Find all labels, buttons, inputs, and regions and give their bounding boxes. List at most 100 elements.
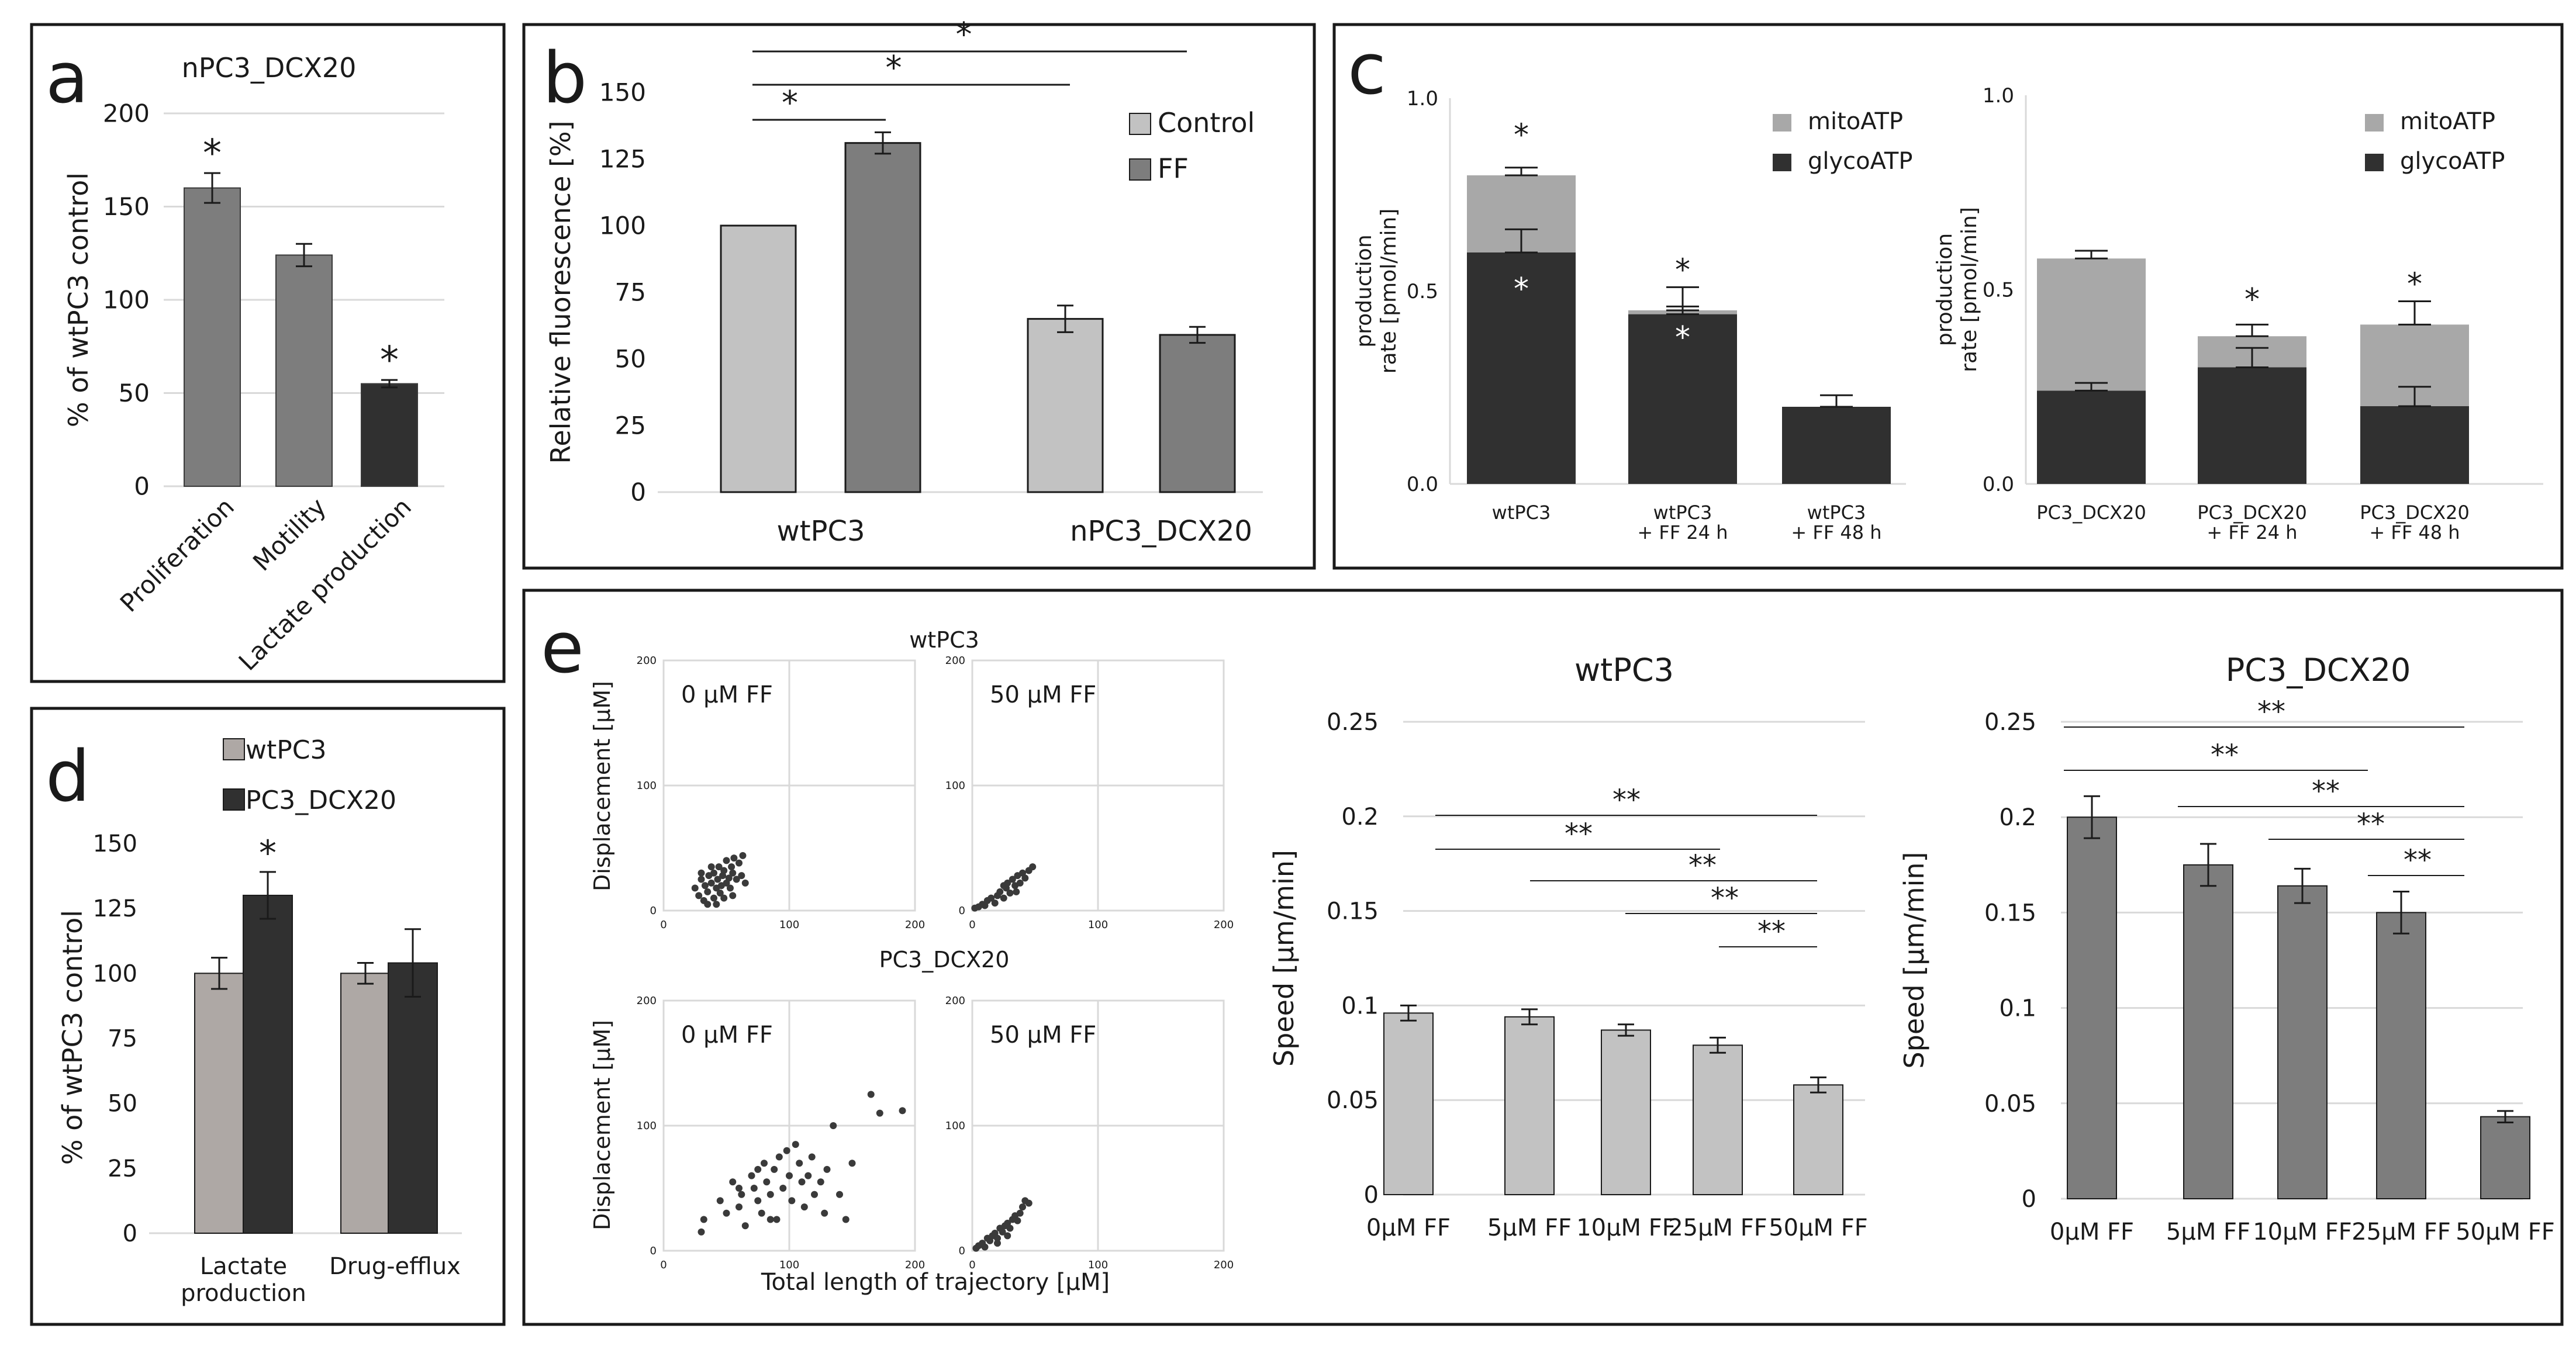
scatter-point bbox=[710, 894, 717, 902]
significance-star: ** bbox=[2211, 739, 2239, 771]
chart-b-y-label: Relative fluorescence [%] bbox=[545, 120, 576, 463]
scatter-point bbox=[728, 863, 735, 871]
legend-swatch-glycoatp bbox=[1773, 154, 1791, 171]
legend-label-wtpc3: wtPC3 bbox=[246, 735, 327, 765]
y-tick-label: 125 bbox=[93, 895, 137, 922]
y-tick-label: 0.05 bbox=[1327, 1087, 1379, 1114]
significance-star: * bbox=[2244, 282, 2260, 317]
chart-title: wtPC3 bbox=[1574, 652, 1674, 688]
chart-title: PC3_DCX20 bbox=[2226, 652, 2411, 688]
bar-0µm-ff bbox=[2067, 816, 2117, 1199]
significance-star-glycoatp: * bbox=[1514, 272, 1529, 307]
bar-10µm-ff bbox=[2277, 885, 2328, 1199]
y-tick-label: 0.05 bbox=[1984, 1091, 2036, 1117]
legend-swatch-control bbox=[1129, 113, 1151, 135]
scatter-condition-label: 50 µM FF bbox=[990, 1022, 1096, 1049]
scatter-point bbox=[771, 1165, 778, 1173]
bar-5µm-ff bbox=[1504, 1016, 1555, 1196]
scatter-point bbox=[716, 890, 724, 897]
x-tick-label: 50µM FF bbox=[1769, 1214, 1868, 1241]
scatter-point bbox=[733, 876, 740, 883]
bar-0µm-ff bbox=[1383, 1012, 1434, 1195]
significance-star: ** bbox=[2357, 808, 2385, 840]
scatter-point bbox=[786, 1172, 793, 1179]
x-tick-label: 100 bbox=[779, 919, 799, 931]
x-tick-label: PC3_DCX20 + FF 24 h bbox=[2197, 501, 2307, 544]
chart-c-left: 0.0 0.5 1.0 production rate [pmol/min] * wtPC3… bbox=[1352, 87, 1912, 544]
scatter-y-label: Displacement [µM] bbox=[589, 1020, 615, 1230]
bar-wtpc3 bbox=[340, 973, 391, 1234]
scatter-point bbox=[1025, 1199, 1033, 1207]
x-tick-label: 200 bbox=[905, 1259, 925, 1271]
scatter-point bbox=[994, 1240, 1001, 1247]
scatter-point bbox=[821, 1209, 828, 1217]
scatter-point bbox=[796, 1160, 803, 1167]
scatter-point bbox=[701, 882, 709, 890]
x-tick-label: 200 bbox=[1214, 1259, 1234, 1271]
scatter-point bbox=[1021, 874, 1029, 882]
scatter-point bbox=[761, 1160, 768, 1167]
y-tick-label: 50 bbox=[108, 1091, 137, 1117]
chart-c-right: 0.0 0.5 1.0 production rate [pmol/min] PC3_DC… bbox=[1933, 84, 2543, 544]
significance-star-glycoatp: * bbox=[1675, 320, 1690, 355]
significance-star: ** bbox=[1612, 784, 1641, 816]
y-axis-label: Speed [µm/min] bbox=[1268, 850, 1300, 1067]
chart-d: 0 25 50 75 100 125 150 % of wtPC3 control * Lacta… bbox=[57, 735, 462, 1307]
legend-label-control: Control bbox=[1158, 107, 1255, 139]
scatter-point bbox=[695, 892, 703, 899]
scatter-point bbox=[999, 1228, 1006, 1236]
significance-star: ** bbox=[1688, 849, 1717, 882]
scatter-point bbox=[748, 1172, 755, 1179]
y-label-line1: production bbox=[1352, 234, 1376, 347]
scatter-point bbox=[730, 854, 738, 862]
scatter-point bbox=[729, 869, 737, 877]
y-tick-label: 1.0 bbox=[1407, 87, 1438, 110]
bar-wtpc3 bbox=[194, 973, 244, 1234]
scatter-point bbox=[735, 1185, 743, 1192]
panel-a-letter: a bbox=[46, 38, 89, 119]
scatter-point bbox=[996, 888, 1004, 895]
scatter-point bbox=[725, 874, 733, 882]
y-tick-label: 0 bbox=[650, 1245, 657, 1257]
y-tick-label: 0 bbox=[1364, 1182, 1379, 1209]
significance-star: * bbox=[1514, 117, 1529, 153]
x-tick-label: wtPC3 + FF 48 h bbox=[1791, 501, 1881, 544]
scatter-point bbox=[763, 1178, 771, 1186]
y-tick-label: 100 bbox=[103, 286, 150, 314]
scatter-point bbox=[704, 888, 712, 895]
x-tick-label: 200 bbox=[1214, 919, 1234, 931]
scatter-point bbox=[714, 876, 721, 883]
bar-50µm-ff bbox=[1793, 1084, 1843, 1196]
scatter-point bbox=[766, 1216, 774, 1223]
y-tick-label: 100 bbox=[945, 1120, 965, 1132]
x-tick-label: 0µM FF bbox=[2050, 1219, 2134, 1245]
x-tick-label: 5µM FF bbox=[2166, 1219, 2250, 1245]
bar-pc3_dcx20 bbox=[388, 962, 438, 1234]
y-tick-label: 0 bbox=[134, 472, 150, 501]
chart-e-wtpc3-speed: wtPC3 0 0.05 0.1 0.15 0.2 0.25 Speed [µm/min] 0µ… bbox=[1268, 652, 1868, 1241]
scatter-point bbox=[1006, 1224, 1014, 1232]
y-label-line2: rate [pmol/min] bbox=[1957, 207, 1981, 372]
bar-mitoatp bbox=[2037, 258, 2146, 391]
y-tick-label: 25 bbox=[615, 411, 646, 440]
y-tick-label: 0 bbox=[650, 905, 657, 917]
scatter-point bbox=[808, 1153, 816, 1161]
scatter-point bbox=[729, 1178, 737, 1186]
scatter-point bbox=[707, 863, 715, 871]
bar-control-npc3_dcx20 bbox=[1027, 318, 1104, 493]
significance-star: * bbox=[1675, 252, 1690, 288]
scatter-point bbox=[766, 1191, 774, 1198]
scatter-point bbox=[738, 872, 745, 880]
scatter-point bbox=[1009, 876, 1016, 883]
scatter-point bbox=[704, 901, 712, 908]
y-tick-label: 0 bbox=[630, 478, 646, 507]
significance-star: ** bbox=[1757, 915, 1786, 948]
bar-glycoatp bbox=[2037, 390, 2146, 484]
y-tick-label: 0 bbox=[959, 1245, 965, 1257]
y-tick-label: 100 bbox=[599, 212, 646, 240]
panel-a-frame bbox=[30, 23, 506, 683]
legend-swatch-pc3_dcx20 bbox=[223, 788, 245, 811]
scatter-point bbox=[830, 1122, 837, 1129]
scatter-point bbox=[697, 869, 705, 877]
y-tick-label: 0.1 bbox=[1999, 995, 2036, 1022]
